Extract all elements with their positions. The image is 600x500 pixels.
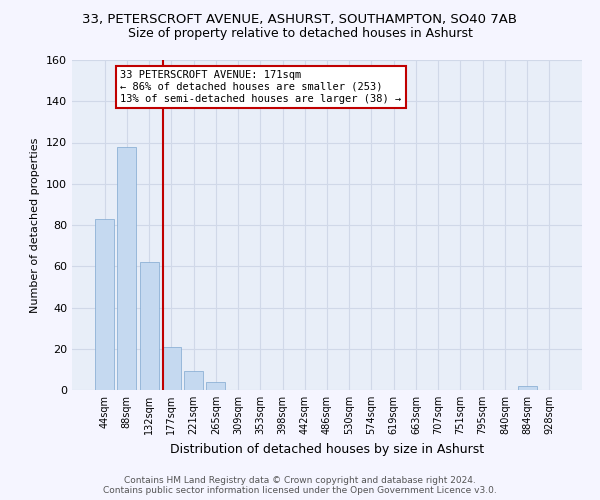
Text: 33, PETERSCROFT AVENUE, ASHURST, SOUTHAMPTON, SO40 7AB: 33, PETERSCROFT AVENUE, ASHURST, SOUTHAM… <box>83 12 517 26</box>
Text: Size of property relative to detached houses in Ashurst: Size of property relative to detached ho… <box>128 28 472 40</box>
Bar <box>184 372 203 390</box>
Bar <box>140 262 158 390</box>
Bar <box>162 346 181 390</box>
Bar <box>206 382 225 390</box>
Bar <box>518 386 536 390</box>
Bar <box>95 219 114 390</box>
X-axis label: Distribution of detached houses by size in Ashurst: Distribution of detached houses by size … <box>170 442 484 456</box>
Text: 33 PETERSCROFT AVENUE: 171sqm
← 86% of detached houses are smaller (253)
13% of : 33 PETERSCROFT AVENUE: 171sqm ← 86% of d… <box>120 70 401 104</box>
Y-axis label: Number of detached properties: Number of detached properties <box>31 138 40 312</box>
Text: Contains HM Land Registry data © Crown copyright and database right 2024.
Contai: Contains HM Land Registry data © Crown c… <box>103 476 497 495</box>
Bar <box>118 146 136 390</box>
